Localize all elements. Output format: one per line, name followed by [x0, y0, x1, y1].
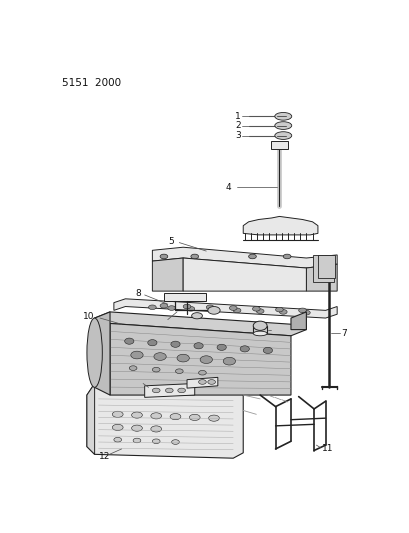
- Ellipse shape: [189, 414, 200, 421]
- Ellipse shape: [208, 415, 219, 421]
- Ellipse shape: [248, 254, 256, 259]
- Ellipse shape: [263, 348, 272, 353]
- Ellipse shape: [130, 351, 143, 359]
- Ellipse shape: [147, 340, 157, 346]
- Ellipse shape: [302, 310, 310, 315]
- Polygon shape: [152, 258, 183, 291]
- Ellipse shape: [114, 438, 121, 442]
- Ellipse shape: [233, 308, 240, 313]
- Polygon shape: [164, 294, 206, 301]
- Ellipse shape: [171, 341, 180, 348]
- Polygon shape: [94, 312, 306, 336]
- Text: 9: 9: [271, 325, 277, 334]
- Ellipse shape: [275, 308, 283, 312]
- Ellipse shape: [279, 310, 286, 314]
- Ellipse shape: [171, 440, 179, 445]
- Polygon shape: [183, 258, 306, 291]
- Ellipse shape: [87, 318, 102, 387]
- Polygon shape: [87, 384, 243, 458]
- Ellipse shape: [240, 346, 249, 352]
- Ellipse shape: [198, 379, 206, 384]
- Ellipse shape: [151, 413, 161, 419]
- Text: 1: 1: [235, 112, 240, 121]
- Ellipse shape: [165, 388, 173, 393]
- Text: 3: 3: [235, 131, 240, 140]
- Polygon shape: [94, 324, 110, 387]
- Text: 13: 13: [135, 377, 146, 386]
- Ellipse shape: [183, 304, 191, 309]
- Ellipse shape: [167, 306, 175, 310]
- Ellipse shape: [152, 367, 160, 372]
- Ellipse shape: [131, 425, 142, 431]
- Polygon shape: [243, 216, 317, 235]
- Ellipse shape: [207, 379, 215, 384]
- Polygon shape: [152, 247, 336, 268]
- Ellipse shape: [222, 357, 235, 365]
- Ellipse shape: [160, 254, 167, 259]
- Polygon shape: [270, 141, 287, 149]
- Ellipse shape: [191, 254, 198, 259]
- Ellipse shape: [206, 305, 213, 310]
- Ellipse shape: [175, 369, 183, 374]
- Ellipse shape: [253, 321, 266, 330]
- Polygon shape: [87, 384, 94, 454]
- Polygon shape: [110, 324, 290, 395]
- Text: 12: 12: [98, 452, 110, 461]
- Ellipse shape: [198, 370, 206, 375]
- Ellipse shape: [283, 254, 290, 259]
- Ellipse shape: [200, 356, 212, 364]
- Polygon shape: [114, 299, 336, 318]
- Text: 10: 10: [83, 312, 94, 321]
- Polygon shape: [290, 312, 306, 329]
- Text: 6: 6: [160, 318, 165, 326]
- Ellipse shape: [151, 426, 161, 432]
- Text: 4: 4: [225, 183, 231, 192]
- Ellipse shape: [210, 308, 217, 312]
- Ellipse shape: [256, 309, 263, 313]
- Ellipse shape: [133, 438, 140, 443]
- Ellipse shape: [216, 344, 226, 350]
- Ellipse shape: [178, 388, 185, 393]
- Text: 7: 7: [340, 329, 346, 338]
- Ellipse shape: [177, 354, 189, 362]
- Ellipse shape: [131, 412, 142, 418]
- Text: 2: 2: [235, 121, 240, 130]
- Text: 11: 11: [321, 445, 333, 454]
- Ellipse shape: [229, 306, 236, 310]
- Ellipse shape: [298, 308, 306, 313]
- Ellipse shape: [253, 331, 266, 336]
- Text: 5151  2000: 5151 2000: [61, 78, 120, 88]
- Text: 8: 8: [135, 289, 141, 298]
- Text: 5: 5: [169, 237, 174, 246]
- Polygon shape: [144, 384, 194, 398]
- Ellipse shape: [112, 411, 123, 417]
- Ellipse shape: [124, 338, 134, 344]
- Polygon shape: [94, 312, 110, 395]
- Ellipse shape: [274, 132, 291, 140]
- Polygon shape: [317, 255, 334, 278]
- Ellipse shape: [193, 343, 203, 349]
- Ellipse shape: [170, 414, 180, 419]
- Ellipse shape: [252, 306, 260, 311]
- Ellipse shape: [153, 353, 166, 360]
- Ellipse shape: [207, 306, 220, 314]
- Ellipse shape: [187, 306, 194, 311]
- Polygon shape: [187, 377, 217, 388]
- Polygon shape: [312, 255, 333, 282]
- Ellipse shape: [191, 313, 202, 319]
- Ellipse shape: [152, 388, 160, 393]
- Ellipse shape: [160, 303, 167, 308]
- Ellipse shape: [129, 366, 137, 370]
- Ellipse shape: [274, 112, 291, 120]
- Ellipse shape: [274, 122, 291, 130]
- Ellipse shape: [152, 439, 160, 443]
- Ellipse shape: [148, 305, 156, 310]
- Ellipse shape: [112, 424, 123, 431]
- Polygon shape: [306, 264, 336, 291]
